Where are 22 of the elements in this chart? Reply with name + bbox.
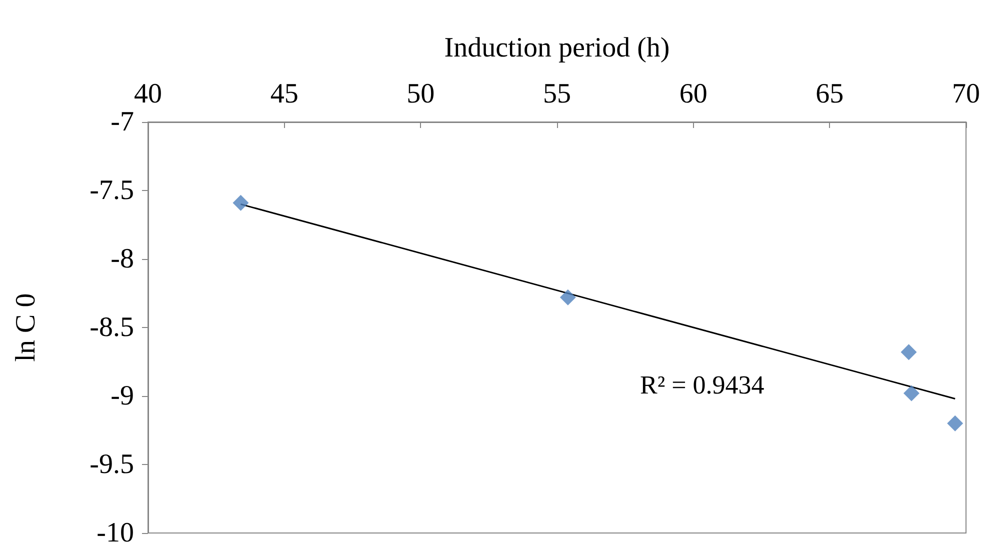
x-tick-label: 40 [134,78,162,110]
x-tick-label: 55 [543,78,571,110]
y-axis-title: ln C 0 [10,293,42,362]
y-tick-label: -8.5 [90,312,134,343]
x-axis-title: Induction period (h) [444,32,670,64]
y-tick-label: -7 [110,106,134,138]
y-tick-label: -9 [110,380,134,412]
point [900,344,917,360]
x-tick-label: 70 [952,78,980,110]
y-tick-label: -9.5 [90,449,134,480]
annotation: R² = 0.9434 [640,370,764,400]
y-tick-label: -10 [96,518,134,547]
x-tick-label: 60 [679,78,708,110]
x-tick-label: 50 [406,78,435,110]
point [903,385,920,402]
x-tick-label: 65 [816,78,844,110]
point [947,415,964,432]
point [232,194,249,211]
y-tick-label: -8 [110,244,134,274]
y-tick-label: -7.5 [90,175,134,206]
x-tick-label: 45 [270,78,298,110]
point [560,289,576,306]
